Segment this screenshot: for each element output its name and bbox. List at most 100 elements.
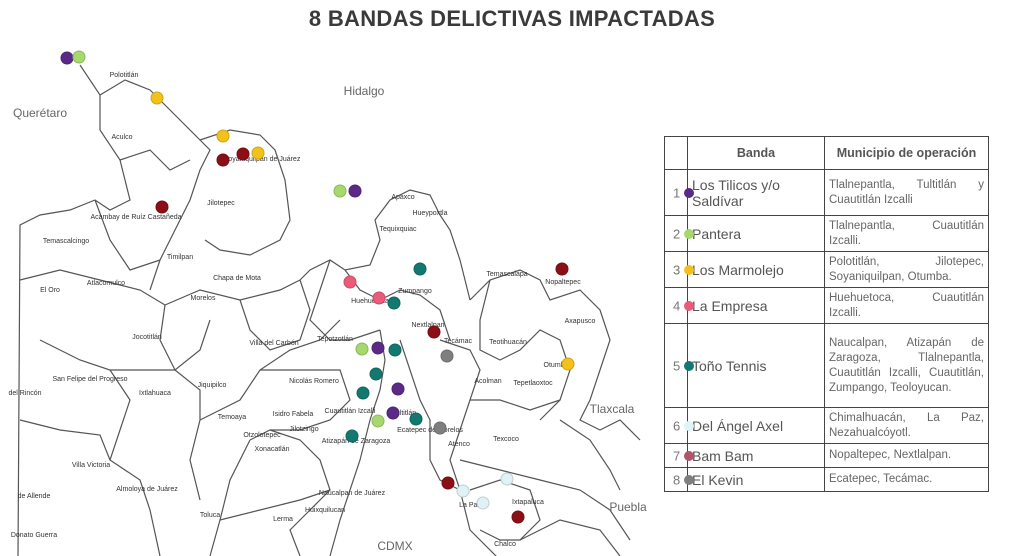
map-boundaries xyxy=(17,64,641,556)
row-number: 5 xyxy=(673,358,681,373)
municipality-label: de Allende xyxy=(17,493,51,500)
band-name: Los Marmolejo xyxy=(687,251,825,288)
row-number-cell: 1 xyxy=(664,169,694,216)
band-municipalities: Huehuetoca, Cuautitlán Izcalli. xyxy=(824,287,989,324)
row-number-cell: 7 xyxy=(664,443,694,468)
band-color-dot-icon xyxy=(684,420,694,431)
band-1-marker xyxy=(348,184,362,198)
band-5-marker xyxy=(345,429,359,443)
municipality-label: Cuautitlán Izcalli xyxy=(324,408,376,415)
band-7-marker xyxy=(155,200,169,214)
band-7-marker xyxy=(441,476,455,490)
state-label: Puebla xyxy=(609,500,647,514)
band-municipalities: Ecatepec, Tecámac. xyxy=(824,467,989,492)
row-number: 1 xyxy=(673,185,681,200)
band-2-marker xyxy=(333,184,347,198)
band-color-dot-icon xyxy=(684,360,694,371)
band-7-marker xyxy=(511,510,525,524)
band-color-dot-icon xyxy=(684,264,694,275)
band-5-marker xyxy=(413,262,427,276)
band-4-marker xyxy=(343,275,357,289)
municipality-label: Axapusco xyxy=(564,318,596,325)
municipality-label: Acambay de Ruíz Castañeda xyxy=(90,214,182,221)
band-1-marker xyxy=(371,341,385,355)
header-municipality: Municipio de operación xyxy=(824,136,989,170)
municipality-label: Soyaniquilpan de Juárez xyxy=(223,156,301,163)
municipality-label: Timilpan xyxy=(166,254,194,261)
band-name: Bam Bam xyxy=(687,443,825,468)
row-number: 2 xyxy=(673,226,681,241)
municipality-label: Polotitlán xyxy=(109,72,139,79)
row-number-cell: 5 xyxy=(664,323,694,408)
band-8-marker xyxy=(440,349,454,363)
municipality-label: Tultitlán xyxy=(391,410,417,417)
band-1-marker xyxy=(391,382,405,396)
municipality-label: Xonacatlán xyxy=(254,446,290,453)
table-row: 5 Toño Tennis Naucalpan, Atizapán de Zar… xyxy=(664,323,989,408)
header-number xyxy=(664,136,688,170)
table-row: 1 Los Tilicos y/o Saldívar Tlalnepantla,… xyxy=(664,169,989,216)
table-row: 6 Del Ángel Axel Chimalhuacán, La Paz, N… xyxy=(664,407,989,444)
municipality-label: Atizapán de Zaragoza xyxy=(321,438,391,445)
row-number: 3 xyxy=(673,262,681,277)
band-municipalities: Naucalpan, Atizapán de Zaragoza, Tlalnep… xyxy=(824,323,989,408)
municipality-label: Toluca xyxy=(199,512,221,519)
municipality-label: Hueypoxtla xyxy=(412,210,448,217)
municipality-label: del Rincón xyxy=(8,390,42,397)
municipality-label: Tepetlaoxtoc xyxy=(513,380,553,387)
band-3-marker xyxy=(150,91,164,105)
municipality-label: Almoloya de Juárez xyxy=(116,486,178,493)
municipality-label: Nicolás Romero xyxy=(289,378,339,385)
municipality-label: Nextlalpan xyxy=(411,322,445,329)
band-3-marker xyxy=(251,146,265,160)
band-7-marker xyxy=(427,325,441,339)
row-number: 6 xyxy=(673,418,681,433)
band-name: Pantera xyxy=(687,215,825,252)
band-6-marker xyxy=(456,484,470,498)
row-number: 4 xyxy=(673,298,681,313)
municipality-label: Atenco xyxy=(448,441,470,448)
municipality-label: Temascalcingo xyxy=(42,238,90,245)
band-name: El Kevin xyxy=(687,467,825,492)
municipality-label: Naucalpan de Juárez xyxy=(318,490,386,497)
band-2-marker xyxy=(72,50,86,64)
band-name: Del Ángel Axel xyxy=(687,407,825,444)
band-2-marker xyxy=(371,414,385,428)
municipality-label: Ixtapaluca xyxy=(512,499,544,506)
municipality-label: Villa del Carbón xyxy=(249,340,299,347)
band-2-marker xyxy=(355,342,369,356)
band-3-marker xyxy=(561,357,575,371)
municipality-label: Lerma xyxy=(273,516,293,523)
municipality-label: Texcoco xyxy=(493,436,519,443)
state-map: Querétaro Hidalgo Tlaxcala Puebla CDMX Poloti… xyxy=(0,40,660,556)
row-number: 7 xyxy=(673,448,681,463)
band-6-marker xyxy=(476,496,490,510)
header-band: Banda xyxy=(687,136,825,170)
band-color-dot-icon xyxy=(684,450,694,461)
band-name: La Empresa xyxy=(687,287,825,324)
band-4-marker xyxy=(372,291,386,305)
page-title: 8 BANDAS DELICTIVAS IMPACTADAS xyxy=(308,6,716,31)
municipality-label: Teotihuacán xyxy=(489,339,527,346)
band-3-marker xyxy=(216,129,230,143)
band-name: Los Tilicos y/o Saldívar xyxy=(687,169,825,216)
state-label: Tlaxcala xyxy=(589,402,635,416)
row-number-cell: 6 xyxy=(664,407,694,444)
band-5-marker xyxy=(387,296,401,310)
municipality-label: Donato Guerra xyxy=(10,532,58,539)
band-name: Toño Tennis xyxy=(687,323,825,408)
band-7-marker xyxy=(216,153,230,167)
table-header-row: Banda Municipio de operación xyxy=(664,136,989,170)
municipality-label: Tepotzotlán xyxy=(317,336,353,343)
band-municipalities: Chimalhuacán, La Paz, Nezahualcóyotl. xyxy=(824,407,989,444)
municipality-label: Villa Victoria xyxy=(71,462,111,469)
band-1-marker xyxy=(386,406,400,420)
band-color-dot-icon xyxy=(684,300,694,311)
municipality-label: Chapa de Mota xyxy=(213,275,261,282)
municipality-label: Ixtlahuaca xyxy=(139,390,171,397)
municipality-label: Tequixquiac xyxy=(379,226,417,233)
band-5-marker xyxy=(369,367,383,381)
municipality-label: Huehuetoca xyxy=(351,298,389,305)
municipality-label: Otzolotepec xyxy=(243,432,281,439)
